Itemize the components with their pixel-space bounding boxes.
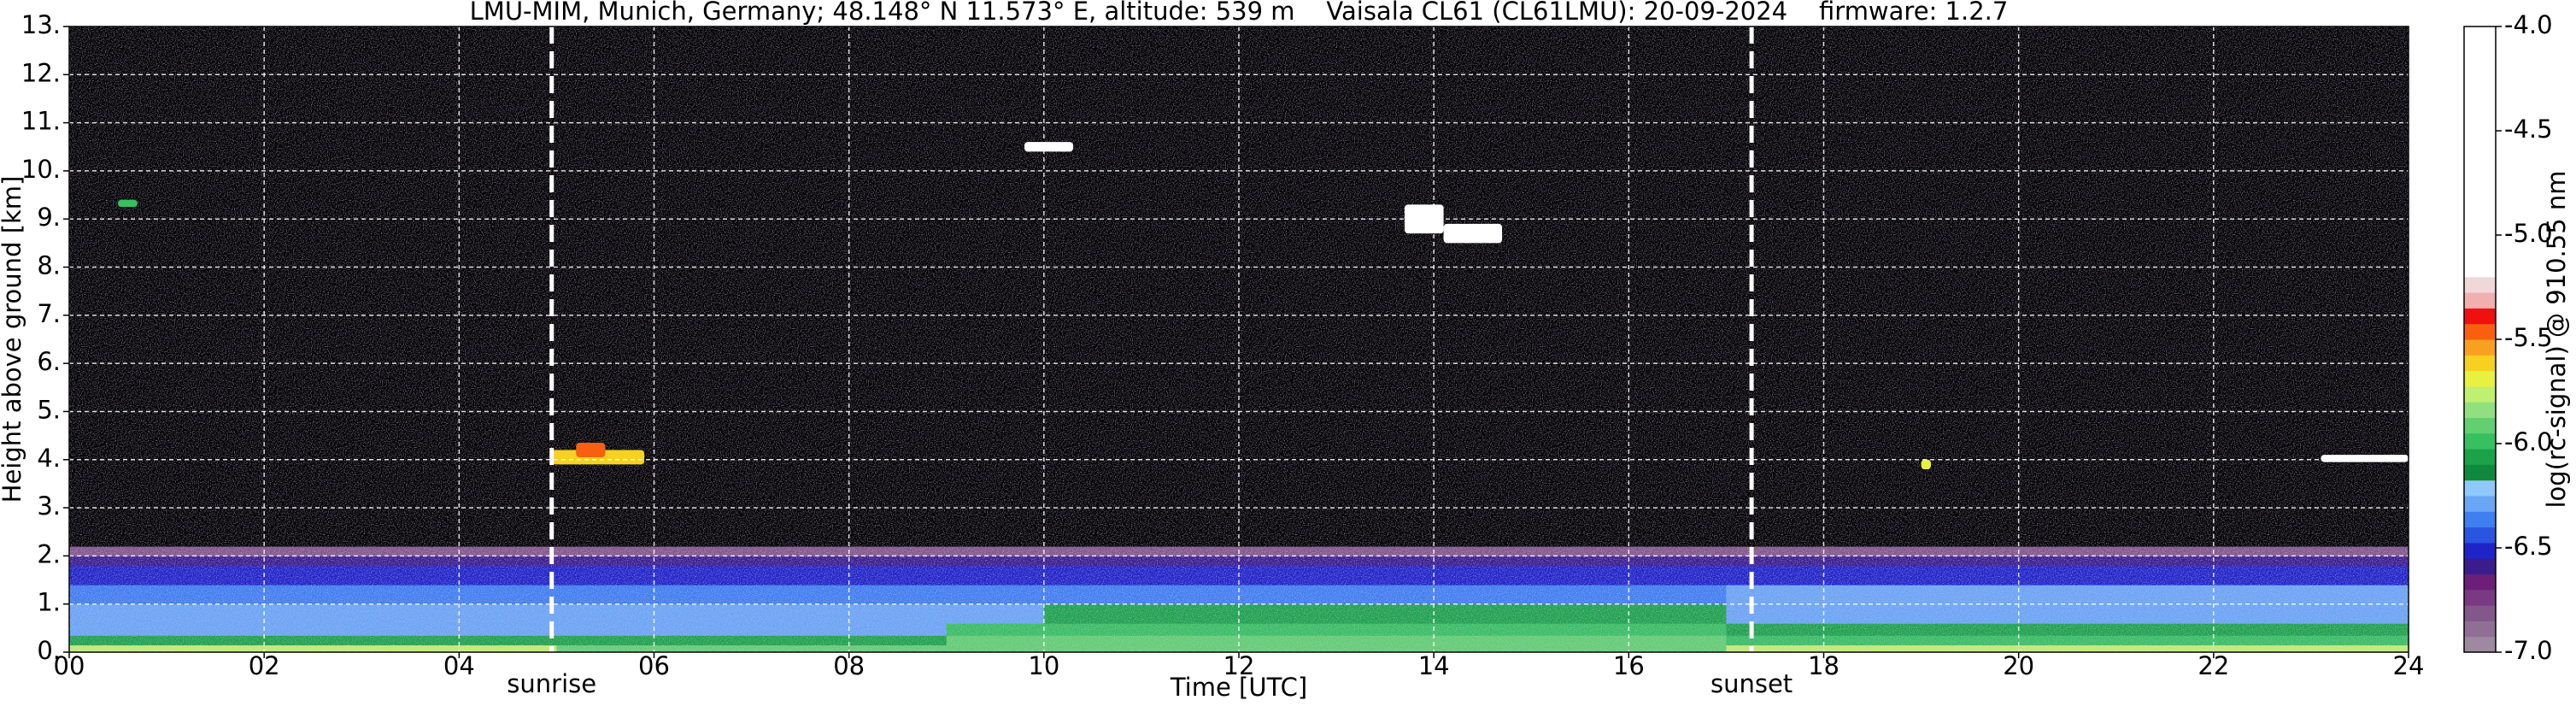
x-tick-label: 02 [249, 651, 280, 680]
cloud-feature [1024, 142, 1074, 152]
x-tick-label: 10 [1028, 651, 1059, 680]
colorbar-segment [2464, 385, 2496, 403]
colorbar-segment [2464, 276, 2496, 293]
colorbar-segment [2464, 417, 2496, 434]
x-tick-label: 00 [54, 651, 85, 680]
event-label: sunset [1710, 669, 1793, 698]
y-tick-label: 10. [21, 155, 61, 184]
colorbar-segment [2464, 449, 2496, 465]
y-tick-label: 0. [37, 636, 61, 665]
colorbar-segment [2464, 432, 2496, 450]
colorbar-tick-label: -5.5 [2504, 323, 2553, 352]
cloud-feature [1921, 459, 1931, 470]
y-tick-label: 6. [37, 347, 61, 376]
colorbar-segment [2464, 605, 2496, 621]
y-tick-label: 1. [37, 588, 61, 617]
colorbar-segment [2464, 292, 2496, 309]
colorbar-segment [2464, 542, 2496, 559]
colorbar-segment [2464, 511, 2496, 528]
cloud-feature [118, 199, 138, 208]
cloud-feature [576, 443, 606, 457]
colorbar-segment [2464, 574, 2496, 591]
x-tick-label: 16 [1613, 651, 1645, 680]
x-tick-label: 20 [2003, 651, 2034, 680]
y-tick-label: 11. [21, 107, 61, 136]
colorbar-tick-label: -4.5 [2504, 115, 2553, 144]
cloud-feature [1443, 223, 1503, 244]
colorbar-segment [2464, 308, 2496, 325]
colorbar-segment [2464, 558, 2496, 574]
colorbar-tick-label: -6.5 [2504, 532, 2553, 561]
colorbar-tick-label: -5.0 [2504, 219, 2553, 248]
colorbar-segment [2464, 527, 2496, 544]
x-tick-label: 24 [2393, 651, 2425, 680]
colorbar-segment [2464, 370, 2496, 387]
y-tick-label: 7. [37, 299, 61, 328]
colorbar-segment [2464, 464, 2496, 481]
y-axis-label: Height above ground [km] [0, 176, 26, 503]
colorbar-tick-label: -4.0 [2504, 10, 2553, 39]
colorbar-segment [2464, 339, 2496, 356]
chart-title: LMU-MIM, Munich, Germany; 48.148° N 11.5… [470, 0, 2009, 26]
x-tick-label: 22 [2198, 651, 2229, 680]
x-tick-label: 08 [833, 651, 865, 680]
overlay [63, 26, 2409, 658]
x-tick-label: 04 [443, 651, 475, 680]
y-tick-label: 9. [37, 203, 61, 232]
colorbar-segment [2464, 479, 2496, 497]
y-tick-label: 2. [37, 539, 61, 568]
y-tick-label: 5. [37, 395, 61, 424]
colorbar-label: log(rc-signal) @ 910.55 nm [2542, 170, 2571, 508]
colorbar-segment [2464, 621, 2496, 638]
y-tick-label: 4. [37, 444, 61, 473]
y-tick-label: 13. [21, 10, 61, 39]
x-axis-label: Time [UTC] [1170, 673, 1307, 702]
y-tick-label: 3. [37, 491, 61, 521]
y-tick-label: 12. [21, 58, 61, 87]
cloud-features [118, 142, 2409, 470]
colorbar-segment [2464, 323, 2496, 340]
colorbar-segment [2464, 589, 2496, 606]
colorbar-segment [2464, 355, 2496, 372]
colorbar-segment [2464, 496, 2496, 512]
x-tick-label: 18 [1808, 651, 1840, 680]
x-tick-label: 06 [638, 651, 670, 680]
colorbar-segment [2464, 402, 2496, 418]
colorbar-segment [2464, 26, 2496, 278]
plot-frame [68, 26, 2409, 653]
x-tick-label: 12 [1223, 651, 1255, 680]
colorbar-tick-label: -7.0 [2504, 636, 2553, 665]
event-label: sunrise [507, 669, 596, 698]
cloud-feature [2321, 455, 2409, 462]
y-tick-label: 8. [37, 251, 61, 280]
x-tick-label: 14 [1418, 651, 1450, 680]
colorbar-tick-label: -6.0 [2504, 427, 2553, 456]
colorbar-segment [2464, 636, 2496, 653]
